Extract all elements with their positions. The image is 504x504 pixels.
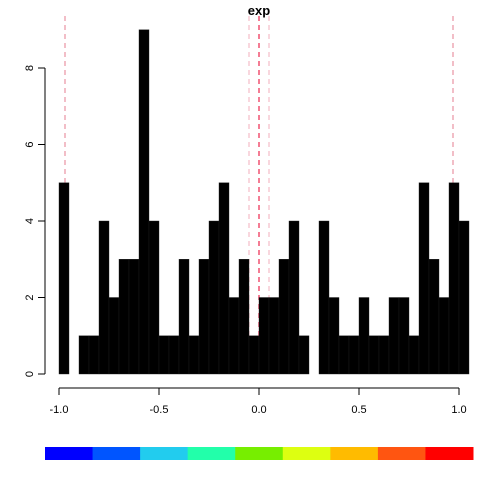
histogram-bar-26 — [318, 220, 330, 375]
histogram-bar-11 — [168, 335, 180, 375]
y-tick-label-1: 2 — [24, 294, 36, 300]
x-tick-label-0: -1.0 — [50, 404, 69, 416]
histogram-bar-0 — [58, 182, 70, 375]
chart-title: exp — [248, 3, 270, 18]
y-tick-label-0: 0 — [24, 371, 36, 377]
histogram-bar-18 — [238, 259, 250, 375]
histogram-bar-7 — [128, 259, 140, 375]
colorbar-swatch-7 — [377, 447, 426, 460]
colorbar-swatch-5 — [282, 447, 331, 460]
histogram-bar-37 — [428, 259, 440, 375]
histogram-bar-27 — [328, 297, 340, 375]
colorbar-swatch-2 — [140, 447, 189, 460]
histogram-bar-8 — [138, 29, 150, 375]
colorbar-swatch-8 — [425, 447, 474, 460]
histogram-bar-12 — [178, 259, 190, 375]
y-tick-label-3: 6 — [24, 141, 36, 147]
histogram-bar-24 — [298, 335, 310, 375]
histogram-bar-3 — [88, 335, 100, 375]
colorbar-swatch-4 — [235, 447, 284, 460]
x-tick-label-2: 0.0 — [251, 404, 266, 416]
x-axis: -1.0 -0.5 0.0 0.5 1.0 — [50, 387, 467, 416]
colorbar-swatch-6 — [330, 447, 379, 460]
y-axis: 0 2 4 6 8 — [24, 65, 46, 377]
x-tick-label-1: -0.5 — [150, 404, 169, 416]
y-tick-label-4: 8 — [24, 65, 36, 71]
histogram-bar-2 — [78, 335, 90, 375]
histogram-bar-14 — [198, 259, 210, 375]
histogram-bar-29 — [348, 335, 360, 375]
histogram-bar-31 — [368, 335, 380, 375]
histogram-bar-33 — [388, 297, 400, 375]
colorbar-swatch-0 — [45, 447, 94, 460]
histogram-bar-22 — [278, 259, 290, 375]
histogram-bar-39 — [448, 182, 460, 375]
colorbar-swatch-3 — [187, 447, 236, 460]
histogram-bar-35 — [408, 335, 420, 375]
histogram-bar-38 — [438, 297, 450, 375]
histogram-bar-40 — [458, 220, 470, 375]
color-scale-bar — [45, 447, 474, 460]
histogram-bar-34 — [398, 297, 410, 375]
histogram-bar-28 — [338, 335, 350, 375]
histogram-bar-30 — [358, 297, 370, 375]
histogram-bar-13 — [188, 335, 200, 375]
colorbar-swatch-1 — [92, 447, 141, 460]
histogram-bar-23 — [288, 220, 300, 375]
histogram-bar-10 — [158, 335, 170, 375]
histogram-bar-32 — [378, 335, 390, 375]
x-tick-label-4: 1.0 — [451, 404, 466, 416]
histogram-bar-16 — [218, 182, 230, 375]
histogram-bar-5 — [108, 297, 120, 375]
histogram-bar-9 — [148, 220, 160, 375]
histogram-bar-19 — [248, 335, 260, 375]
y-tick-label-2: 4 — [24, 218, 36, 224]
histogram-bar-6 — [118, 259, 130, 375]
histogram-bar-4 — [98, 220, 110, 375]
histogram-bar-17 — [228, 297, 240, 375]
histogram-bar-20 — [258, 297, 270, 375]
histogram-bars — [58, 29, 470, 375]
histogram-bar-36 — [418, 182, 430, 375]
histogram-bar-21 — [268, 297, 280, 375]
histogram-bar-15 — [208, 220, 220, 375]
x-tick-label-3: 0.5 — [351, 404, 366, 416]
